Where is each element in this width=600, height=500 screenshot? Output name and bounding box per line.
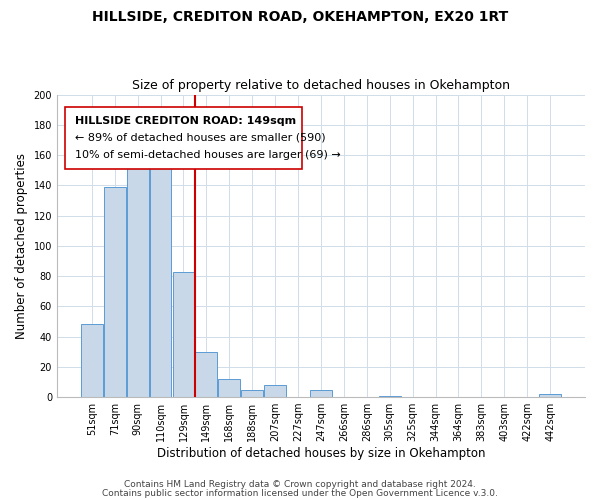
Bar xyxy=(104,187,125,397)
Bar xyxy=(127,146,149,397)
Bar xyxy=(196,352,217,397)
Bar xyxy=(173,272,194,397)
Bar xyxy=(539,394,561,397)
Text: 10% of semi-detached houses are larger (69) →: 10% of semi-detached houses are larger (… xyxy=(76,150,341,160)
Text: HILLSIDE CREDITON ROAD: 149sqm: HILLSIDE CREDITON ROAD: 149sqm xyxy=(76,116,296,126)
Text: Contains HM Land Registry data © Crown copyright and database right 2024.: Contains HM Land Registry data © Crown c… xyxy=(124,480,476,489)
Y-axis label: Number of detached properties: Number of detached properties xyxy=(15,153,28,339)
Bar xyxy=(81,324,103,397)
Bar xyxy=(264,385,286,397)
Bar xyxy=(241,390,263,397)
Text: ← 89% of detached houses are smaller (590): ← 89% of detached houses are smaller (59… xyxy=(76,133,326,143)
Title: Size of property relative to detached houses in Okehampton: Size of property relative to detached ho… xyxy=(132,79,510,92)
Bar xyxy=(379,396,401,397)
Bar xyxy=(310,390,332,397)
Text: Contains public sector information licensed under the Open Government Licence v.: Contains public sector information licen… xyxy=(102,488,498,498)
Bar xyxy=(149,154,172,397)
Text: HILLSIDE, CREDITON ROAD, OKEHAMPTON, EX20 1RT: HILLSIDE, CREDITON ROAD, OKEHAMPTON, EX2… xyxy=(92,10,508,24)
Bar xyxy=(218,379,240,397)
X-axis label: Distribution of detached houses by size in Okehampton: Distribution of detached houses by size … xyxy=(157,447,485,460)
FancyBboxPatch shape xyxy=(65,106,302,168)
